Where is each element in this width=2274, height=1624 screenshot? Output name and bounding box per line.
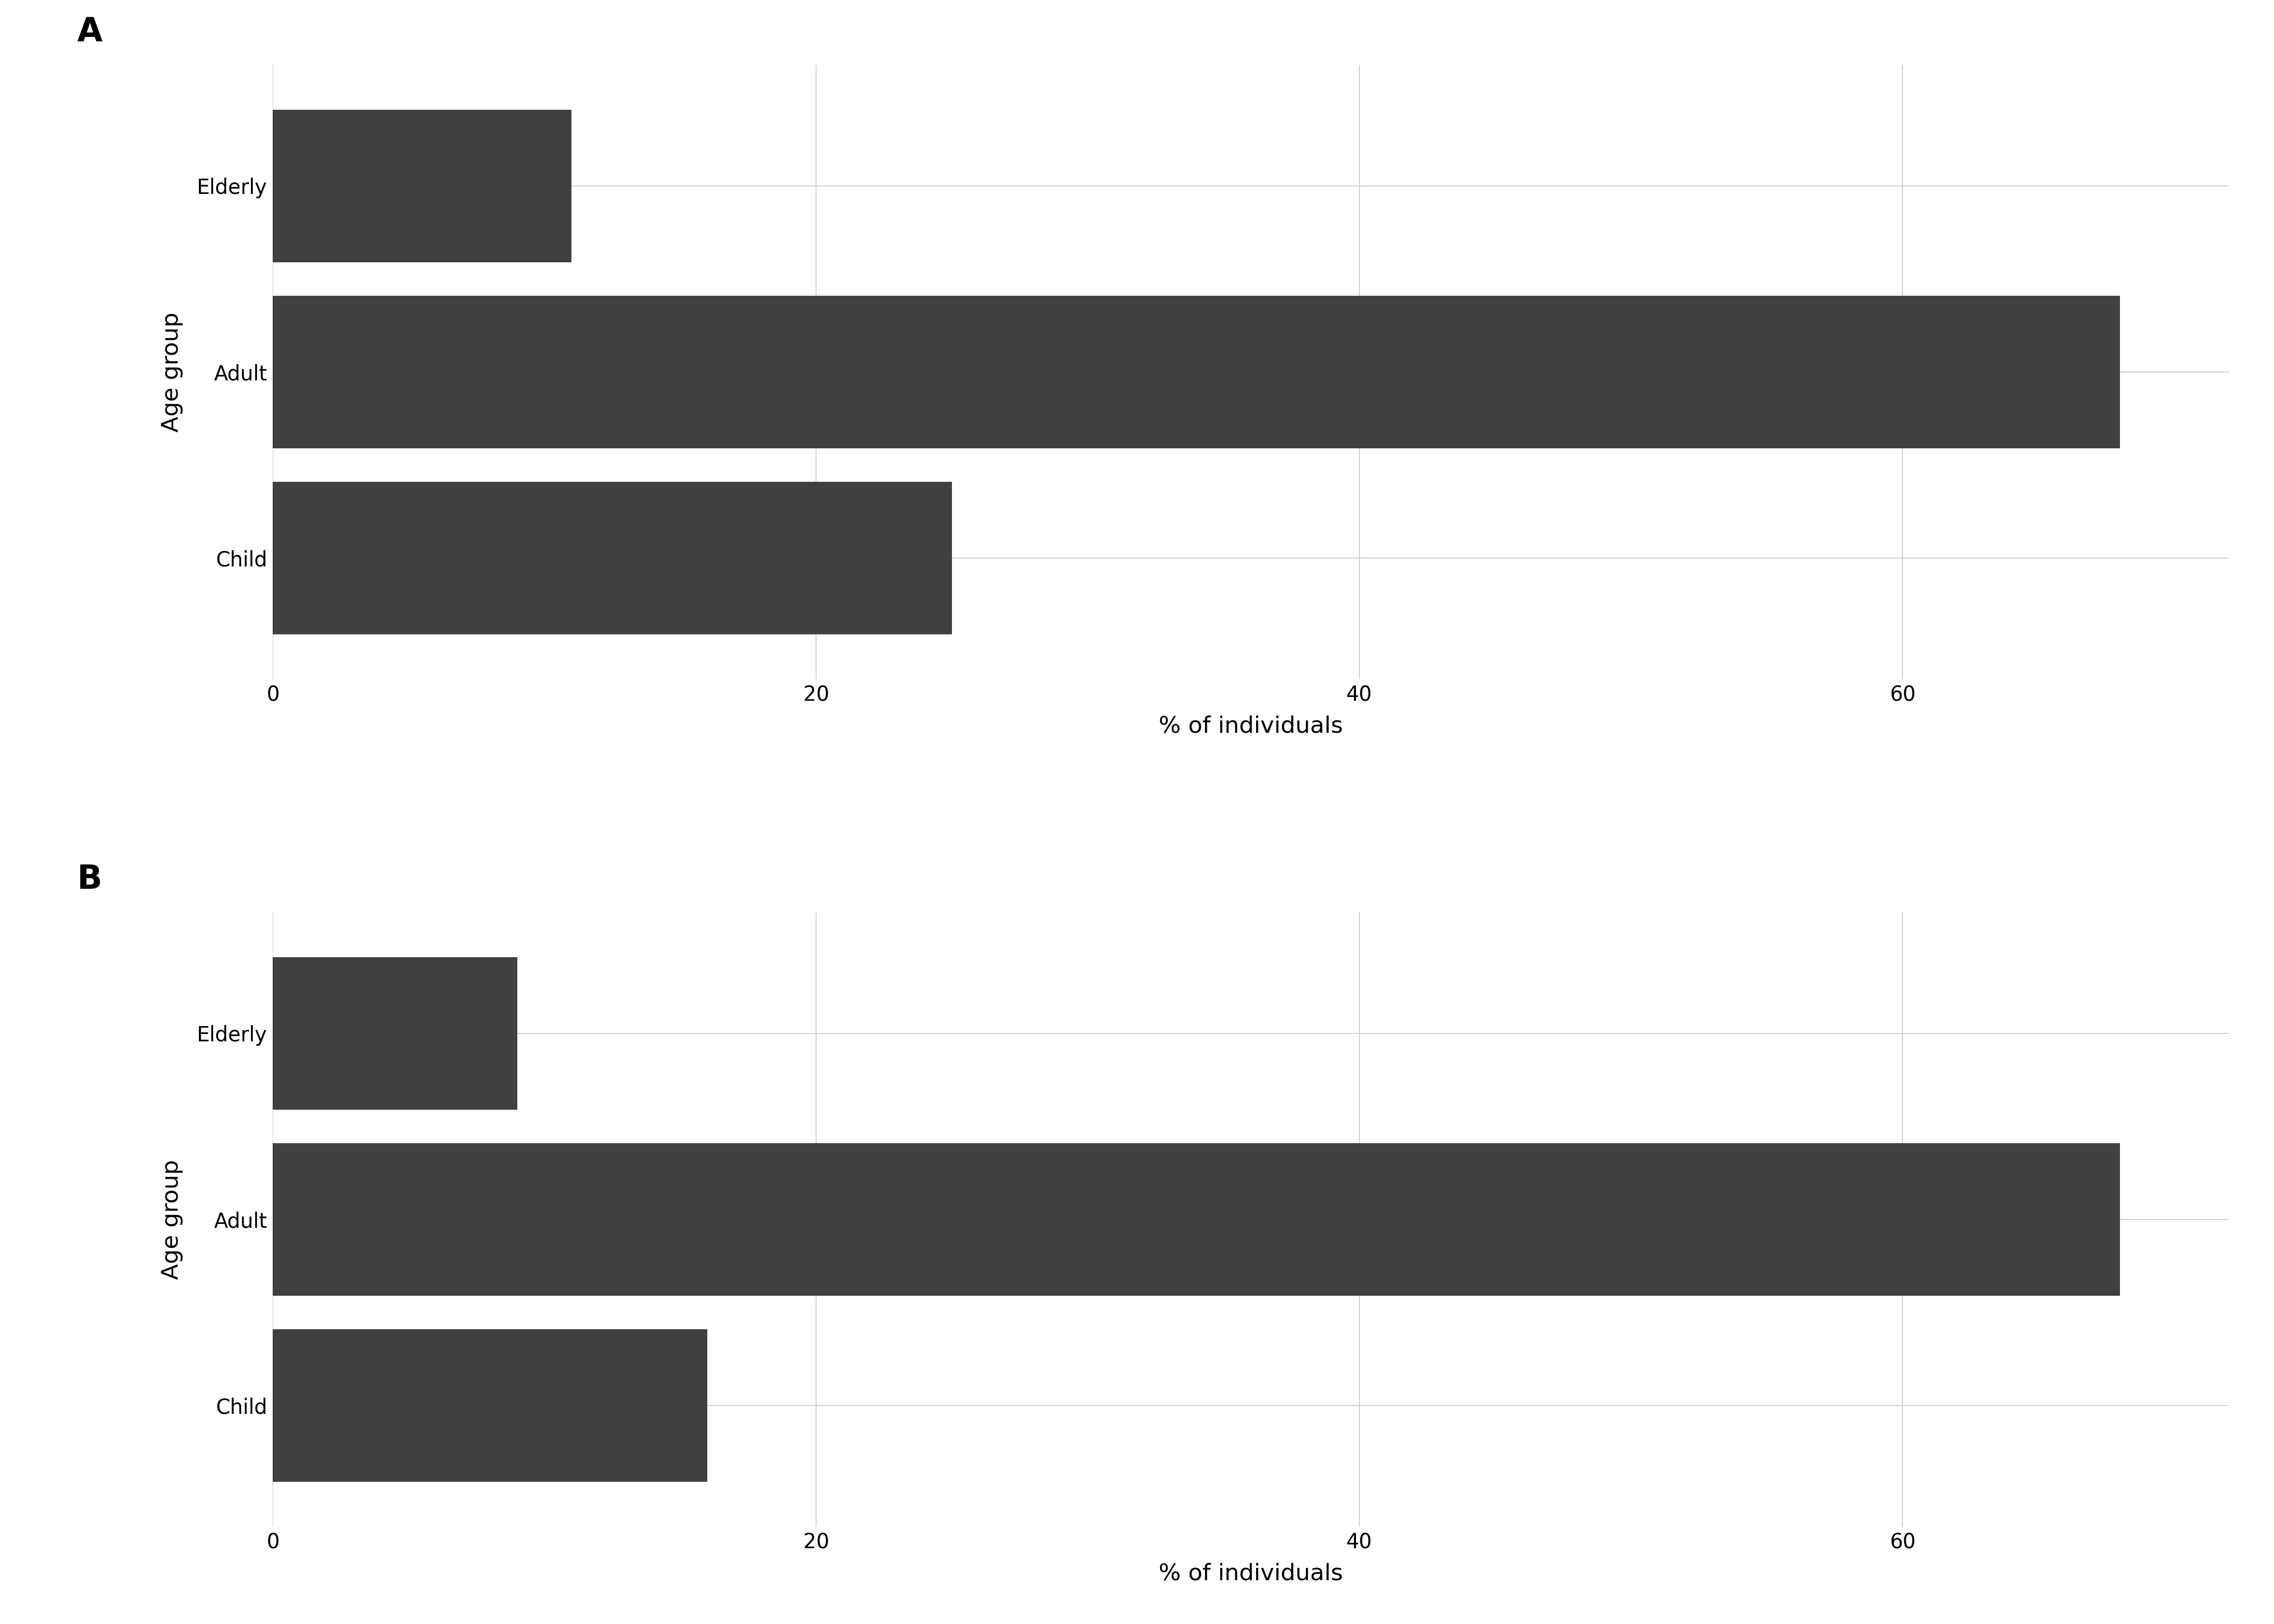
Text: A: A — [77, 16, 102, 49]
X-axis label: % of individuals: % of individuals — [1157, 716, 1344, 737]
Bar — [273, 957, 516, 1109]
Bar — [273, 296, 2119, 448]
Bar — [273, 1330, 707, 1481]
Y-axis label: Age group: Age group — [161, 312, 184, 432]
Bar — [273, 110, 571, 261]
Bar — [273, 1143, 2119, 1296]
Y-axis label: Age group: Age group — [161, 1160, 184, 1280]
X-axis label: % of individuals: % of individuals — [1157, 1562, 1344, 1585]
Text: B: B — [77, 864, 102, 896]
Bar — [273, 482, 953, 635]
